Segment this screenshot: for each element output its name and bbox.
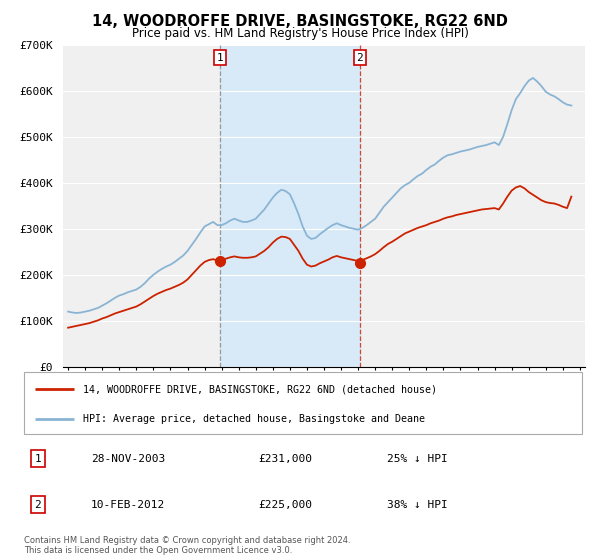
Text: 14, WOODROFFE DRIVE, BASINGSTOKE, RG22 6ND (detached house): 14, WOODROFFE DRIVE, BASINGSTOKE, RG22 6… xyxy=(83,384,437,394)
Text: 14, WOODROFFE DRIVE, BASINGSTOKE, RG22 6ND: 14, WOODROFFE DRIVE, BASINGSTOKE, RG22 6… xyxy=(92,14,508,29)
Text: 28-NOV-2003: 28-NOV-2003 xyxy=(91,454,165,464)
Text: 2: 2 xyxy=(35,500,41,510)
Text: Price paid vs. HM Land Registry's House Price Index (HPI): Price paid vs. HM Land Registry's House … xyxy=(131,27,469,40)
Text: Contains HM Land Registry data © Crown copyright and database right 2024.: Contains HM Land Registry data © Crown c… xyxy=(24,536,350,545)
Text: £231,000: £231,000 xyxy=(259,454,313,464)
Text: £225,000: £225,000 xyxy=(259,500,313,510)
Text: 38% ↓ HPI: 38% ↓ HPI xyxy=(387,500,448,510)
Bar xyxy=(220,45,360,367)
Text: This data is licensed under the Open Government Licence v3.0.: This data is licensed under the Open Gov… xyxy=(24,547,292,556)
Text: HPI: Average price, detached house, Basingstoke and Deane: HPI: Average price, detached house, Basi… xyxy=(83,414,425,423)
FancyBboxPatch shape xyxy=(24,372,582,434)
Text: 10-FEB-2012: 10-FEB-2012 xyxy=(91,500,165,510)
Text: 1: 1 xyxy=(35,454,41,464)
Text: 1: 1 xyxy=(217,53,223,63)
Text: 25% ↓ HPI: 25% ↓ HPI xyxy=(387,454,448,464)
Text: 2: 2 xyxy=(356,53,364,63)
